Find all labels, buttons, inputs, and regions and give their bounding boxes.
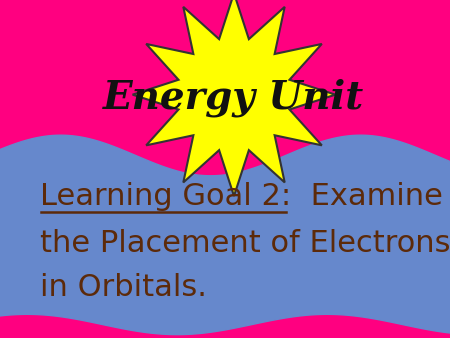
Polygon shape bbox=[133, 0, 335, 196]
Text: Energy Unit: Energy Unit bbox=[104, 79, 365, 117]
Text: the Placement of Electrons: the Placement of Electrons bbox=[40, 229, 450, 258]
Text: in Orbitals.: in Orbitals. bbox=[40, 273, 207, 302]
Text: Learning Goal 2:  Examine: Learning Goal 2: Examine bbox=[40, 182, 443, 211]
Polygon shape bbox=[0, 135, 450, 335]
